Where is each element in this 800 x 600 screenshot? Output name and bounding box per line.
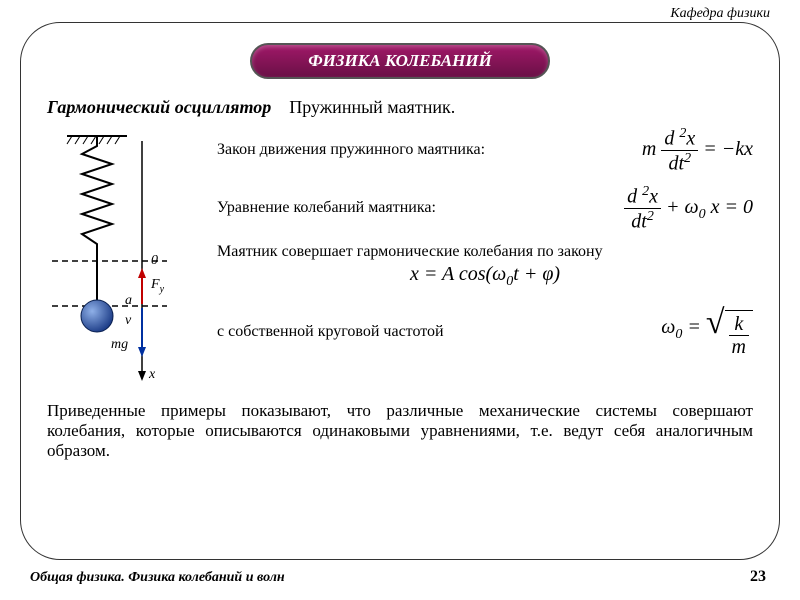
content-row: 0 Fу a v mg x Закон движения пружинного … xyxy=(47,126,753,391)
desc-own-freq: с собственной круговой частотой xyxy=(217,323,661,341)
footer-course: Общая физика. Физика колебаний и волн xyxy=(30,570,285,586)
row-harmonic-law: Маятник совершает гармонические колебани… xyxy=(217,243,753,296)
text-column: Закон движения пружинного маятника: m d … xyxy=(217,126,753,391)
subheading-left: Гармонический осциллятор xyxy=(47,97,271,118)
formula-1: m d 2x dt2 = −kx xyxy=(642,126,753,174)
label-a: a xyxy=(125,293,132,308)
spring-pendulum-diagram: 0 Fу a v mg x xyxy=(47,126,207,386)
footer-page: 23 xyxy=(750,568,766,586)
label-Fy: Fу xyxy=(150,277,165,295)
department-label: Кафедра физики xyxy=(670,6,770,22)
slide-title: ФИЗИКА КОЛЕБАНИЙ xyxy=(308,51,492,71)
subheading-right: Пружинный маятник. xyxy=(289,97,455,118)
desc-law: Закон движения пружинного маятника: xyxy=(217,141,642,159)
row-own-frequency: с собственной круговой частотой ω0 = √ k… xyxy=(217,306,753,358)
row-law-of-motion: Закон движения пружинного маятника: m d … xyxy=(217,126,753,174)
desc-eq: Уравнение колебаний маятника: xyxy=(217,199,624,217)
formula-4: ω0 = √ k m xyxy=(661,306,753,358)
label-mg: mg xyxy=(111,337,128,352)
diagram-column: 0 Fу a v mg x xyxy=(47,126,207,391)
slide-title-pill: ФИЗИКА КОЛЕБАНИЙ xyxy=(250,43,550,79)
row-equation: Уравнение колебаний маятника: d 2x dt2 +… xyxy=(217,184,753,232)
f1-m: m xyxy=(642,138,656,160)
desc-harmonic: Маятник совершает гармонические колебани… xyxy=(217,243,753,261)
formula-2: d 2x dt2 + ω0 x = 0 xyxy=(624,184,753,232)
slide-frame: ФИЗИКА КОЛЕБАНИЙ Гармонический осциллято… xyxy=(20,22,780,560)
formula-3: x = A cos(ω0t + φ) xyxy=(410,263,560,290)
subheadings-row: Гармонический осциллятор Пружинный маятн… xyxy=(47,97,753,118)
label-x: x xyxy=(148,367,156,382)
label-zero: 0 xyxy=(151,253,158,268)
f1-eq: = −kx xyxy=(703,138,753,160)
label-v: v xyxy=(125,313,132,328)
summary-paragraph: Приведенные примеры показывают, что разл… xyxy=(47,401,753,461)
